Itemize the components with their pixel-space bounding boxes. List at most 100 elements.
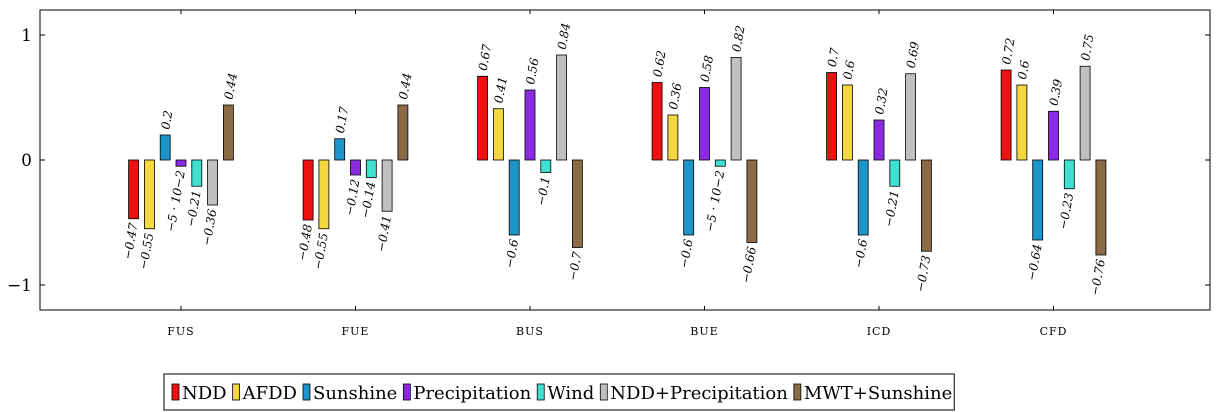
bar-ndd-precipitation (905, 73, 916, 161)
data-label: −0.36 (199, 208, 219, 247)
bar-afdd (143, 159, 155, 230)
bar-precipitation (873, 119, 885, 161)
data-label: 0.17 (333, 105, 351, 134)
legend-swatch (302, 383, 311, 401)
legend-swatch (171, 383, 180, 401)
data-label: −0.23 (1056, 191, 1076, 230)
data-label: −0.14 (358, 181, 378, 220)
legend-label: MWT+Sunshine (804, 383, 952, 404)
bar-mwt-sunshine (397, 104, 409, 161)
legend-label: NDD+Precipitation (610, 383, 788, 404)
legend-swatch (402, 383, 411, 401)
bar-mwt-sunshine (1095, 159, 1107, 256)
data-label: −0.64 (1024, 243, 1044, 282)
bar-sunshine (683, 159, 695, 236)
legend: NDD AFDD Sunshine Precipitation Wind NDD+Prec… (163, 373, 955, 411)
bar-afdd (1016, 84, 1028, 161)
bar-wind (540, 159, 552, 173)
category-label: BUS (516, 325, 544, 338)
data-label: −0.48 (295, 223, 315, 262)
data-label: 0.7 (825, 46, 842, 68)
legend-label: AFDD (242, 383, 297, 404)
legend-label: NDD (182, 383, 227, 404)
data-label: 0.32 (872, 87, 890, 116)
data-label: −0.76 (1088, 258, 1108, 297)
data-label: 0.44 (222, 72, 240, 101)
data-label: 0.39 (1047, 78, 1065, 107)
y-tick-label: −1 (7, 276, 32, 296)
bar-ndd (1000, 69, 1012, 161)
data-label: −0.66 (739, 245, 759, 284)
legend-label: Precipitation (413, 383, 531, 404)
bar-mwt-sunshine (746, 159, 758, 243)
bar-ndd-precipitation (381, 159, 393, 212)
data-label: −0.55 (136, 232, 156, 271)
data-label: −0.7 (566, 250, 585, 281)
bar-sunshine (334, 138, 346, 161)
bar-sunshine (159, 134, 171, 161)
bar-precipitation (524, 89, 536, 161)
bar-afdd (842, 84, 853, 161)
bar-ndd (826, 72, 837, 161)
data-label: 0.84 (555, 22, 573, 51)
y-tick-label: 1 (21, 26, 32, 46)
y-tick-label: 0 (21, 151, 32, 171)
legend-swatch (793, 383, 802, 401)
data-label: 0.56 (523, 56, 541, 85)
bar-precipitation (699, 87, 710, 161)
bars-group: −0.47−0.550.2−5 · 10−2−0.21−0.360.44−0.4… (120, 22, 1108, 297)
legend-box (163, 373, 955, 411)
legend-label: Wind (547, 383, 594, 404)
bar-wind (1063, 159, 1075, 190)
bar-precipitation (175, 159, 187, 167)
data-label: −0.55 (311, 232, 331, 271)
bar-afdd (492, 108, 504, 161)
data-label: −0.12 (342, 178, 362, 217)
data-label: −0.6 (502, 238, 521, 269)
legend-swatch (536, 383, 545, 401)
category-label: BUE (690, 325, 718, 338)
bar-afdd (318, 159, 330, 230)
bar-ndd-precipitation (1079, 65, 1091, 161)
data-label: 0.41 (492, 76, 510, 105)
data-label: 0.6 (841, 59, 858, 81)
category-label: CFD (1040, 325, 1068, 338)
bar-sunshine (1032, 159, 1044, 241)
data-label: 0.75 (1078, 33, 1096, 62)
bar-ndd-precipitation (207, 159, 219, 206)
bar-mwt-sunshine (572, 159, 583, 248)
bar-ndd-precipitation (730, 57, 742, 161)
bar-wind (191, 159, 203, 187)
data-label: −5 · 10−2 (703, 169, 728, 233)
bar-sunshine (508, 159, 520, 236)
bar-ndd (651, 82, 663, 161)
bar-mwt-sunshine (921, 159, 932, 252)
data-label: −0.6 (677, 238, 696, 269)
x-axis: FUS FUE BUS BUE ICD CFD (167, 10, 1068, 338)
data-label: −0.73 (913, 254, 933, 293)
bar-sunshine (857, 159, 869, 236)
data-label: 0.69 (904, 40, 922, 69)
data-label: 0.72 (999, 37, 1017, 66)
data-label: 0.44 (396, 72, 414, 101)
category-label: ICD (867, 325, 892, 338)
bar-ndd (128, 159, 140, 220)
bar-afdd (667, 114, 679, 161)
data-label: −0.47 (120, 221, 140, 260)
bar-ndd (477, 75, 489, 161)
data-label: −0.21 (184, 189, 204, 228)
data-label: 0.6 (1015, 59, 1032, 81)
bar-precipitation (1048, 110, 1059, 161)
bar-ndd (302, 159, 314, 221)
data-label: 0.58 (698, 54, 716, 83)
bar-wind (889, 159, 901, 187)
bar-ndd-precipitation (556, 54, 567, 161)
category-label: FUE (342, 325, 370, 338)
bar-mwt-sunshine (222, 104, 234, 161)
data-label: −0.21 (882, 189, 902, 228)
data-label: 0.36 (666, 81, 684, 110)
data-label: 0.2 (158, 109, 175, 130)
data-label: 0.82 (729, 24, 747, 53)
data-label: 0.67 (476, 43, 494, 72)
